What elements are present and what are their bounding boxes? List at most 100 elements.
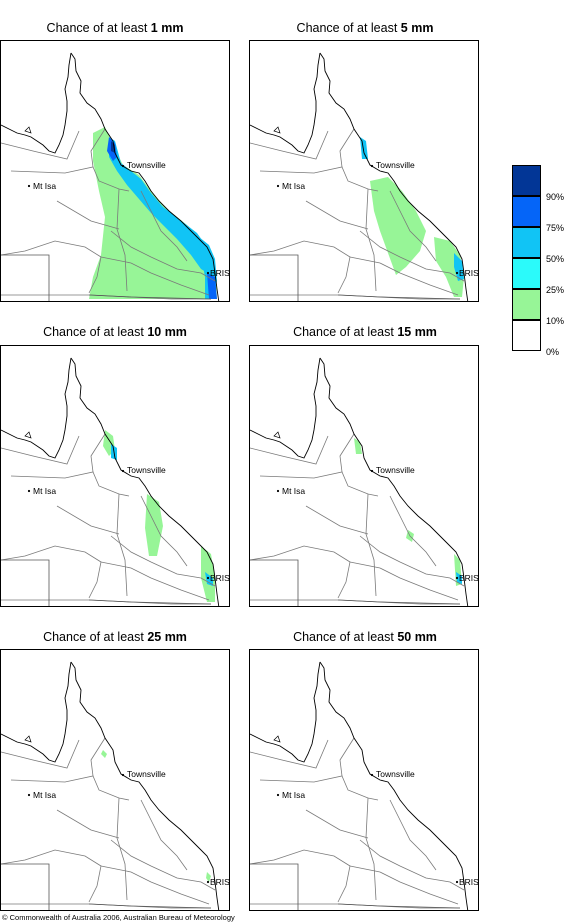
panel-title-5mm: Chance of at least 5 mm (296, 21, 434, 35)
bris-label: BRIS (210, 877, 230, 887)
region-boundary (140, 190, 188, 262)
mt-isa-label: Mt Isa (282, 486, 305, 496)
bris-label: BRIS (210, 268, 230, 278)
mt-isa-dot (276, 793, 280, 797)
state-border (1, 559, 50, 606)
region-boundary (90, 433, 106, 473)
island (273, 126, 281, 134)
townsville-dot (370, 164, 374, 168)
townsville-label: Townsville (376, 160, 415, 170)
rain-area (456, 572, 462, 584)
mt-isa-dot (276, 184, 280, 188)
region-boundary (259, 471, 379, 497)
region-boundary (116, 797, 128, 901)
state-border (1, 863, 50, 910)
region-boundary (389, 190, 437, 262)
panel-title-1mm: Chance of at least 1 mm (46, 21, 184, 35)
bris-label: BRIS (210, 573, 230, 583)
legend-swatch-90 (512, 165, 541, 196)
region-boundary (140, 799, 188, 871)
map-panel-50mm: Townsville Mt Isa BRIS (249, 649, 479, 911)
region-boundary (259, 166, 379, 192)
legend-label-10: 10% (546, 316, 565, 326)
region-boundary (365, 493, 377, 597)
region-boundary (10, 775, 130, 801)
state-border (1, 254, 50, 301)
region-boundary (1, 545, 102, 599)
legend-swatch-25 (512, 258, 541, 289)
townsville-dot (121, 164, 125, 168)
townsville-label: Townsville (127, 465, 166, 475)
townsville-label: Townsville (127, 160, 166, 170)
map-svg-50mm: Townsville Mt Isa BRIS (250, 661, 479, 910)
legend-swatch-10 (512, 289, 541, 320)
region-boundary (56, 505, 120, 535)
rain-area (207, 273, 217, 299)
region-boundary (116, 493, 128, 597)
map-panel-10mm: Townsville Mt Isa BRIS (0, 345, 230, 607)
bris-label: BRIS (459, 877, 479, 887)
legend-label-90: 90% (546, 192, 565, 202)
region-boundary (250, 545, 351, 599)
townsville-label: Townsville (376, 769, 415, 779)
mt-isa-label: Mt Isa (282, 790, 305, 800)
townsville-dot (370, 773, 374, 777)
panel-title-25mm: Chance of at least 25 mm (43, 630, 187, 644)
region-boundary (359, 535, 465, 587)
island (24, 126, 32, 134)
mt-isa-label: Mt Isa (33, 790, 56, 800)
rain-area (205, 572, 213, 586)
region-boundary (305, 505, 369, 535)
region-boundary (10, 166, 130, 192)
region-boundary (56, 809, 120, 839)
map-svg-1mm: Townsville Mt Isa BRIS (1, 52, 230, 301)
mt-isa-label: Mt Isa (33, 486, 56, 496)
townsville-label: Townsville (376, 465, 415, 475)
rain-area (206, 872, 211, 882)
townsville-dot (121, 469, 125, 473)
island (24, 735, 32, 743)
region-boundary (339, 433, 355, 473)
state-border (250, 254, 299, 301)
mt-isa-dot (27, 489, 31, 493)
region-boundary (56, 200, 120, 230)
mt-isa-dot (27, 793, 31, 797)
gulf-coastline (1, 52, 72, 154)
region-boundary (100, 561, 210, 601)
panel-title-10mm: Chance of at least 10 mm (43, 325, 187, 339)
region-boundary (250, 130, 329, 160)
bris-dot (206, 880, 210, 884)
region-boundary (359, 839, 465, 891)
region-boundary (1, 739, 80, 769)
legend-label-0: 0% (546, 347, 560, 357)
region-boundary (1, 130, 80, 160)
region-boundary (250, 240, 351, 294)
legend-swatch-0 (512, 320, 541, 351)
east-coastline (70, 357, 220, 606)
legend-label-75: 75% (546, 223, 565, 233)
region-boundary (1, 240, 102, 294)
state-border (250, 559, 299, 606)
townsville-label: Townsville (127, 769, 166, 779)
map-svg-15mm: Townsville Mt Isa BRIS (250, 357, 478, 606)
east-coastline (319, 357, 469, 606)
east-coastline (319, 661, 469, 910)
region-boundary (365, 797, 377, 901)
state-border (88, 294, 212, 300)
region-boundary (90, 737, 106, 777)
map-svg-5mm: Townsville Mt Isa BRIS (250, 52, 479, 301)
legend-label-25: 25% (546, 285, 565, 295)
region-boundary (100, 865, 210, 905)
east-coastline (70, 661, 220, 910)
panel-title-15mm: Chance of at least 15 mm (293, 325, 437, 339)
gulf-coastline (1, 661, 72, 763)
gulf-coastline (250, 357, 321, 459)
region-boundary (250, 739, 329, 769)
region-boundary (110, 535, 216, 587)
bris-label: BRIS (459, 268, 479, 278)
region-boundary (1, 435, 80, 465)
mt-isa-label: Mt Isa (33, 181, 56, 191)
region-boundary (90, 128, 106, 168)
mt-isa-label: Mt Isa (282, 181, 305, 191)
bris-dot (206, 576, 210, 580)
